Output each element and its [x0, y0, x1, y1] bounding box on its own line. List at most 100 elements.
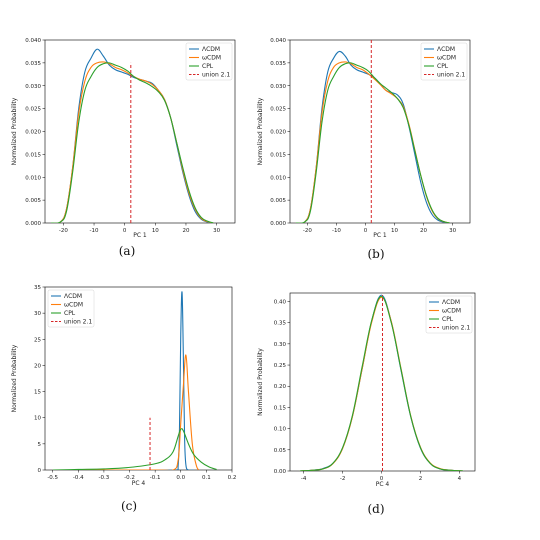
y-tick-label: 0.005 [270, 198, 286, 204]
plot-area [295, 40, 450, 223]
legend-label: ωCDM [442, 308, 461, 315]
y-tick-label: 0.25 [274, 363, 287, 369]
panel-caption: (d) [367, 502, 384, 516]
x-tick-label: 30 [449, 228, 456, 234]
legend-label: union 2.1 [442, 325, 470, 332]
panel-caption: (a) [119, 244, 136, 258]
y-tick-label: 0.40 [274, 299, 287, 305]
plot-area [51, 48, 214, 223]
x-tick-label: -20 [303, 228, 312, 234]
x-tick-label: 20 [420, 228, 427, 234]
x-axis-label: PC 1 [373, 232, 387, 239]
legend-label: CPL [64, 310, 76, 317]
y-tick-label: 0.000 [25, 221, 41, 227]
legend-label: CPL [442, 316, 454, 323]
series-line-cpl [52, 428, 217, 470]
y-tick-label: 0.15 [274, 405, 287, 411]
x-tick-label: -0.3 [99, 475, 110, 481]
x-tick-label: -0.2 [124, 475, 135, 481]
y-axis-label: Normalized Probability [11, 97, 18, 165]
panel-4: -4 -2 0 2 4 0.00 0.05 0.10 0.15 0.20 0.25 0.30 0.35 0… [257, 292, 476, 516]
legend-label: union 2.1 [437, 72, 465, 79]
y-tick-label: 0.040 [270, 38, 286, 44]
y-tick-label: 0.00 [274, 469, 287, 475]
y-tick-label: 0.035 [25, 61, 41, 67]
x-tick-label: 30 [213, 228, 220, 234]
legend-label: CPL [202, 63, 214, 70]
series-line-cpl [295, 62, 450, 223]
legend-box [425, 295, 473, 334]
series-line-wcdm [51, 61, 214, 223]
y-tick-label: 0.020 [270, 130, 286, 136]
y-tick-label: 0.015 [270, 152, 286, 158]
y-tick-label: 35 [34, 285, 41, 291]
legend-label: union 2.1 [64, 319, 92, 326]
y-tick-label: 20 [34, 363, 41, 369]
y-tick-label: 0.025 [270, 107, 286, 113]
y-tick-label: 0.010 [270, 175, 286, 181]
x-axis-label: PC 1 [133, 232, 147, 239]
legend-label: ωCDM [64, 302, 83, 309]
x-axis-label: PC 4 [376, 481, 390, 488]
y-tick-label: 0.10 [274, 427, 287, 433]
x-tick-label: 2 [419, 476, 423, 482]
y-axis-label: Normalized Probability [11, 344, 18, 412]
y-tick-label: 5 [38, 442, 42, 448]
x-tick-label: -10 [332, 228, 341, 234]
y-tick-label: 0.030 [270, 84, 286, 90]
legend-box [185, 42, 233, 81]
y-tick-label: 10 [34, 416, 41, 422]
x-tick-label: 0.0 [176, 475, 185, 481]
legend-label: ΛCDM [202, 46, 220, 53]
legend-label: ΛCDM [437, 46, 455, 53]
x-tick-label: 0 [123, 228, 127, 234]
series-line-wcdm [52, 354, 200, 470]
y-tick-label: 0.000 [270, 221, 286, 227]
plot-area [52, 291, 217, 470]
y-tick-label: 0.20 [274, 384, 287, 390]
legend-label: CPL [437, 63, 449, 70]
series-line-cpl [299, 295, 464, 471]
y-tick-label: 0 [38, 468, 42, 474]
x-tick-label: 20 [182, 228, 189, 234]
x-tick-label: 0 [380, 476, 384, 482]
legend-box [420, 42, 468, 81]
series-line-wcdm [295, 61, 450, 223]
legend-box [47, 289, 95, 328]
x-tick-label: 0 [364, 228, 368, 234]
x-tick-label: 4 [458, 476, 462, 482]
x-tick-label: 10 [152, 228, 159, 234]
legend-label: ωCDM [202, 55, 221, 62]
x-axis-label: PC 4 [132, 480, 146, 487]
y-tick-label: 25 [34, 337, 41, 343]
legend-label: ωCDM [437, 55, 456, 62]
legend-label: ΛCDM [64, 293, 82, 300]
y-axis-label: Normalized Probability [257, 97, 264, 165]
panel-2: -20 -10 0 10 20 30 0.000 0.005 0.010 0.015 0.020 0.… [257, 38, 471, 261]
y-tick-label: 0.005 [25, 198, 41, 204]
y-tick-label: 30 [34, 311, 41, 317]
y-tick-label: 0.015 [25, 152, 41, 158]
y-tick-label: 0.025 [25, 107, 41, 113]
x-tick-label: -20 [59, 228, 68, 234]
y-axis-label: Normalized Probability [257, 348, 264, 416]
x-tick-label: 0.2 [228, 475, 237, 481]
panel-caption: (c) [121, 499, 137, 513]
y-tick-label: 15 [34, 390, 41, 396]
legend-label: union 2.1 [202, 72, 230, 79]
x-tick-label: -0.4 [73, 475, 84, 481]
plot-area [299, 294, 464, 471]
series-line-cpl [51, 62, 214, 223]
x-tick-label: 0.1 [202, 475, 211, 481]
y-tick-label: 0.35 [274, 321, 287, 327]
y-tick-label: 0.020 [25, 130, 41, 136]
y-tick-label: 0.010 [25, 175, 41, 181]
panel-3: -0.5 -0.4 -0.3 -0.2 -0.1 0.0 0.1 0.2 0 5 10 15 20 25 3… [11, 285, 236, 513]
x-tick-label: -4 [301, 476, 307, 482]
series-line-lcdm [51, 48, 214, 223]
